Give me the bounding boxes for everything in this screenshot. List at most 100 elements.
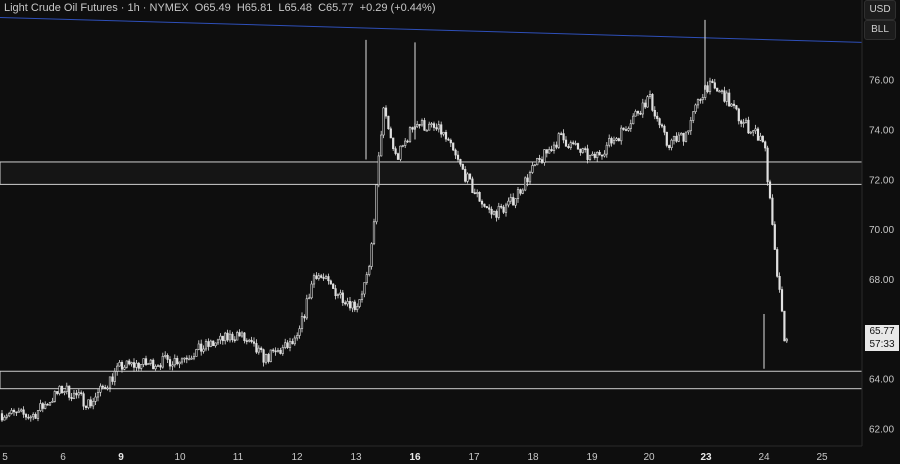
last-price-label: 65.77 57:33 (865, 325, 899, 351)
candle-body (708, 80, 712, 93)
candle-body (17, 410, 20, 413)
candle-body (596, 151, 599, 158)
candle-body (435, 127, 438, 130)
candle-body (600, 154, 604, 157)
unit-badge[interactable]: BLL (864, 20, 896, 40)
time-tick-label: 13 (350, 452, 362, 463)
candle-body (545, 149, 548, 154)
candle-body (202, 348, 205, 352)
currency-badge[interactable]: USD (864, 0, 896, 20)
candle-body (236, 332, 239, 341)
candle-body (564, 139, 568, 147)
candle-body (27, 416, 30, 419)
candle-body (468, 173, 472, 180)
candle-body (689, 120, 692, 132)
time-tick-label: 19 (586, 452, 598, 463)
candle-body (644, 102, 647, 108)
low-value: L65.48 (278, 2, 313, 14)
candle-body (41, 403, 44, 409)
candle-body (356, 306, 359, 310)
candle-body (512, 197, 515, 206)
candle-body (454, 149, 457, 156)
price-tick-label: 64.00 (869, 375, 894, 386)
candle-body (70, 397, 73, 400)
candle-body (63, 391, 66, 393)
candle-body (449, 139, 452, 144)
candle-body (416, 124, 419, 128)
candle-body (140, 364, 143, 369)
candle-body (492, 211, 496, 215)
candle-body (605, 144, 608, 155)
candle-body (389, 128, 392, 139)
candle-body (478, 192, 481, 202)
last-price-value: 65.77 (869, 326, 895, 337)
candle-body (84, 405, 88, 408)
candle-body (761, 135, 764, 143)
candle-body (476, 192, 479, 194)
candle-body (408, 127, 412, 143)
candle-body (276, 349, 280, 353)
candle-body (267, 354, 270, 362)
candle-body (144, 358, 148, 365)
candle-body (557, 133, 560, 148)
candle-body (648, 94, 652, 97)
candle-body (180, 358, 184, 363)
time-tick-label: 25 (816, 452, 828, 463)
candle-body (768, 181, 772, 199)
candle-body (257, 347, 260, 353)
candle-body (101, 385, 104, 388)
candle-body (536, 158, 539, 166)
candle-body (370, 243, 373, 267)
candle-body (773, 224, 776, 250)
candle-body (555, 144, 558, 148)
candle-body (171, 364, 174, 367)
candle-body (209, 340, 212, 347)
candle-body (204, 341, 208, 350)
candle-body (380, 134, 383, 157)
candle-body (298, 328, 301, 336)
candle-body (716, 87, 719, 92)
candle-body (567, 146, 570, 148)
candle-body (10, 409, 13, 414)
candle-body (327, 276, 330, 282)
candle-body (303, 316, 306, 319)
candle-body (365, 274, 368, 283)
candle-body (720, 90, 724, 93)
candle-body (228, 333, 232, 341)
candle-body (334, 288, 337, 297)
candle-body (22, 409, 25, 415)
candle-body (776, 249, 779, 277)
candle-body (401, 145, 404, 147)
candle-body (269, 349, 272, 362)
candle-body (65, 385, 68, 392)
candle-body (48, 401, 52, 406)
candle-body (77, 392, 80, 396)
candle-body (680, 133, 683, 136)
candle-body (524, 177, 527, 191)
candle-body (488, 207, 491, 210)
candle-body (728, 92, 731, 107)
candle-body (89, 399, 92, 407)
candle-body (778, 276, 781, 290)
candle-body (15, 411, 18, 414)
candle-body (581, 148, 584, 153)
candle-body (317, 275, 320, 279)
candle-body (579, 148, 582, 153)
change-value: +0.29 (+0.44%) (359, 2, 436, 14)
candle-body (713, 82, 716, 89)
candle-body (538, 158, 541, 160)
candle-body (711, 80, 714, 84)
candle-body (245, 340, 248, 342)
time-axis[interactable]: 5 6 9 10 11 12 13 16 17 18 19 20 23 24 25 (2, 452, 828, 463)
candle-body (632, 115, 635, 125)
candle-body (166, 355, 169, 360)
candle-body (560, 133, 563, 135)
time-tick-label: 11 (233, 452, 244, 463)
candle-body (8, 413, 11, 417)
candle-body (185, 357, 188, 360)
candle-body (670, 139, 673, 148)
candle-body (418, 124, 421, 126)
time-tick-label: 17 (468, 452, 480, 463)
time-tick-label: 20 (643, 452, 655, 463)
